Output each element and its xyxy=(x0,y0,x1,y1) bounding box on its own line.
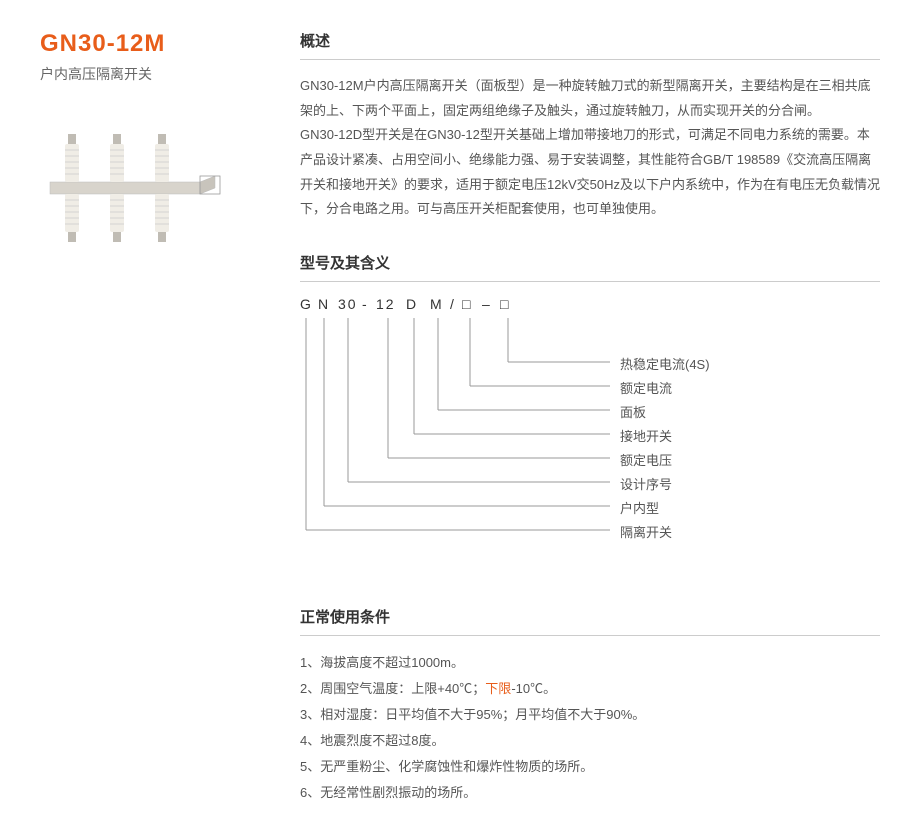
conditions-list: 1、海拔高度不超过1000m。 2、周围空气温度：上限+40℃；下限-10℃。 … xyxy=(300,650,880,806)
product-title: GN30-12M xyxy=(40,30,260,58)
product-subtitle: 户内高压隔离开关 xyxy=(40,64,260,84)
conditions-header: 正常使用条件 xyxy=(300,606,880,636)
model-label-2: 面板 xyxy=(620,402,646,421)
condition-item: 3、相对湿度：日平均值不大于95%；月平均值不大于90%。 xyxy=(300,702,880,728)
condition-item: 6、无经常性剧烈振动的场所。 xyxy=(300,780,880,806)
condition-item: 2、周围空气温度：上限+40℃；下限-10℃。 xyxy=(300,676,880,702)
condition-item: 1、海拔高度不超过1000m。 xyxy=(300,650,880,676)
condition-item: 4、地震烈度不超过8度。 xyxy=(300,728,880,754)
left-column: GN30-12M 户内高压隔离开关 xyxy=(40,30,260,804)
switch-device-icon xyxy=(40,104,240,254)
model-label-5: 设计序号 xyxy=(620,474,672,493)
right-column: 概述 GN30-12M户内高压隔离开关（面板型）是一种旋转触刀式的新型隔离开关，… xyxy=(300,30,880,804)
model-header: 型号及其含义 xyxy=(300,252,880,282)
highlight-text: 下限 xyxy=(485,681,511,696)
model-label-4: 额定电压 xyxy=(620,450,672,469)
overview-text: GN30-12M户内高压隔离开关（面板型）是一种旋转触刀式的新型隔离开关，主要结… xyxy=(300,74,880,222)
model-bracket-svg xyxy=(300,296,860,546)
model-label-3: 接地开关 xyxy=(620,426,672,445)
condition-item: 5、无严重粉尘、化学腐蚀性和爆炸性物质的场所。 xyxy=(300,754,880,780)
model-diagram: GN30-12DM/□–□ xyxy=(300,296,880,546)
model-label-1: 额定电流 xyxy=(620,378,672,397)
model-label-0: 热稳定电流(4S) xyxy=(620,354,710,373)
model-label-7: 隔离开关 xyxy=(620,522,672,541)
model-label-6: 户内型 xyxy=(620,498,659,517)
overview-header: 概述 xyxy=(300,30,880,60)
model-section: 型号及其含义 GN30-12DM/□–□ xyxy=(300,252,880,546)
product-image xyxy=(40,104,240,254)
